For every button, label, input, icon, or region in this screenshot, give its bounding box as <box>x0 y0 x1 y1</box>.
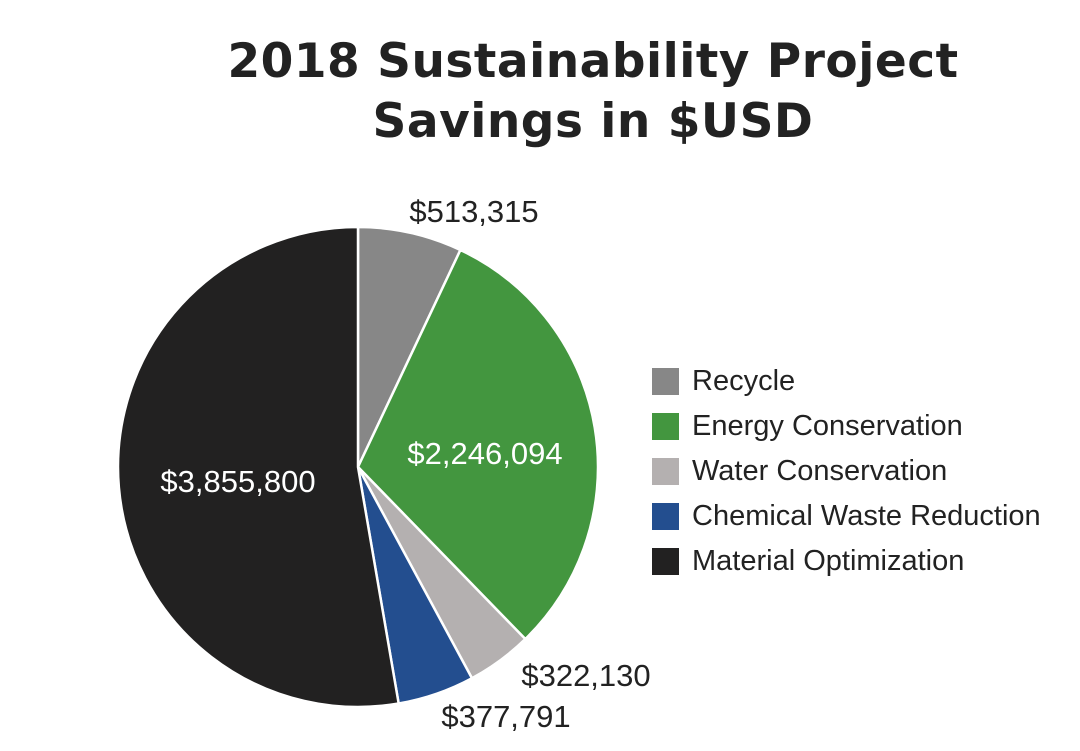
legend-item-water-conservation: Water Conservation <box>652 449 1041 494</box>
legend-swatch-chemical-waste-reduction <box>652 503 679 530</box>
legend-item-recycle: Recycle <box>652 359 1041 404</box>
chart-title-line-2: Savings in $USD <box>372 94 814 149</box>
data-label-energy-conservation: $2,246,094 <box>407 436 562 471</box>
legend-label-water-conservation: Water Conservation <box>692 455 948 487</box>
pie-slice-recycle <box>356 225 462 469</box>
data-label-chemical-waste-reduction: $377,791 <box>441 699 570 734</box>
legend-item-energy-conservation: Energy Conservation <box>652 404 1041 449</box>
data-label-recycle: $513,315 <box>409 194 538 229</box>
legend-swatch-energy-conservation <box>652 413 679 440</box>
chart-title: 2018 Sustainability Project Savings in $… <box>0 32 1080 152</box>
legend-item-material-optimization: Material Optimization <box>652 539 1041 584</box>
legend-label-recycle: Recycle <box>692 365 796 397</box>
data-label-water-conservation: $322,130 <box>521 658 650 693</box>
chart-title-line-1: 2018 Sustainability Project <box>227 34 959 89</box>
legend: Recycle Energy Conservation Water Conser… <box>652 359 1041 584</box>
data-label-material-optimization: $3,855,800 <box>160 464 315 499</box>
pie-slice-material-optimization <box>116 225 400 709</box>
legend-swatch-water-conservation <box>652 458 679 485</box>
legend-item-chemical-waste-reduction: Chemical Waste Reduction <box>652 494 1041 539</box>
legend-label-energy-conservation: Energy Conservation <box>692 410 963 442</box>
legend-swatch-material-optimization <box>652 548 679 575</box>
legend-swatch-recycle <box>652 368 679 395</box>
legend-label-material-optimization: Material Optimization <box>692 545 965 577</box>
legend-label-chemical-waste-reduction: Chemical Waste Reduction <box>692 500 1041 532</box>
pie-slice-energy-conservation <box>356 248 600 641</box>
